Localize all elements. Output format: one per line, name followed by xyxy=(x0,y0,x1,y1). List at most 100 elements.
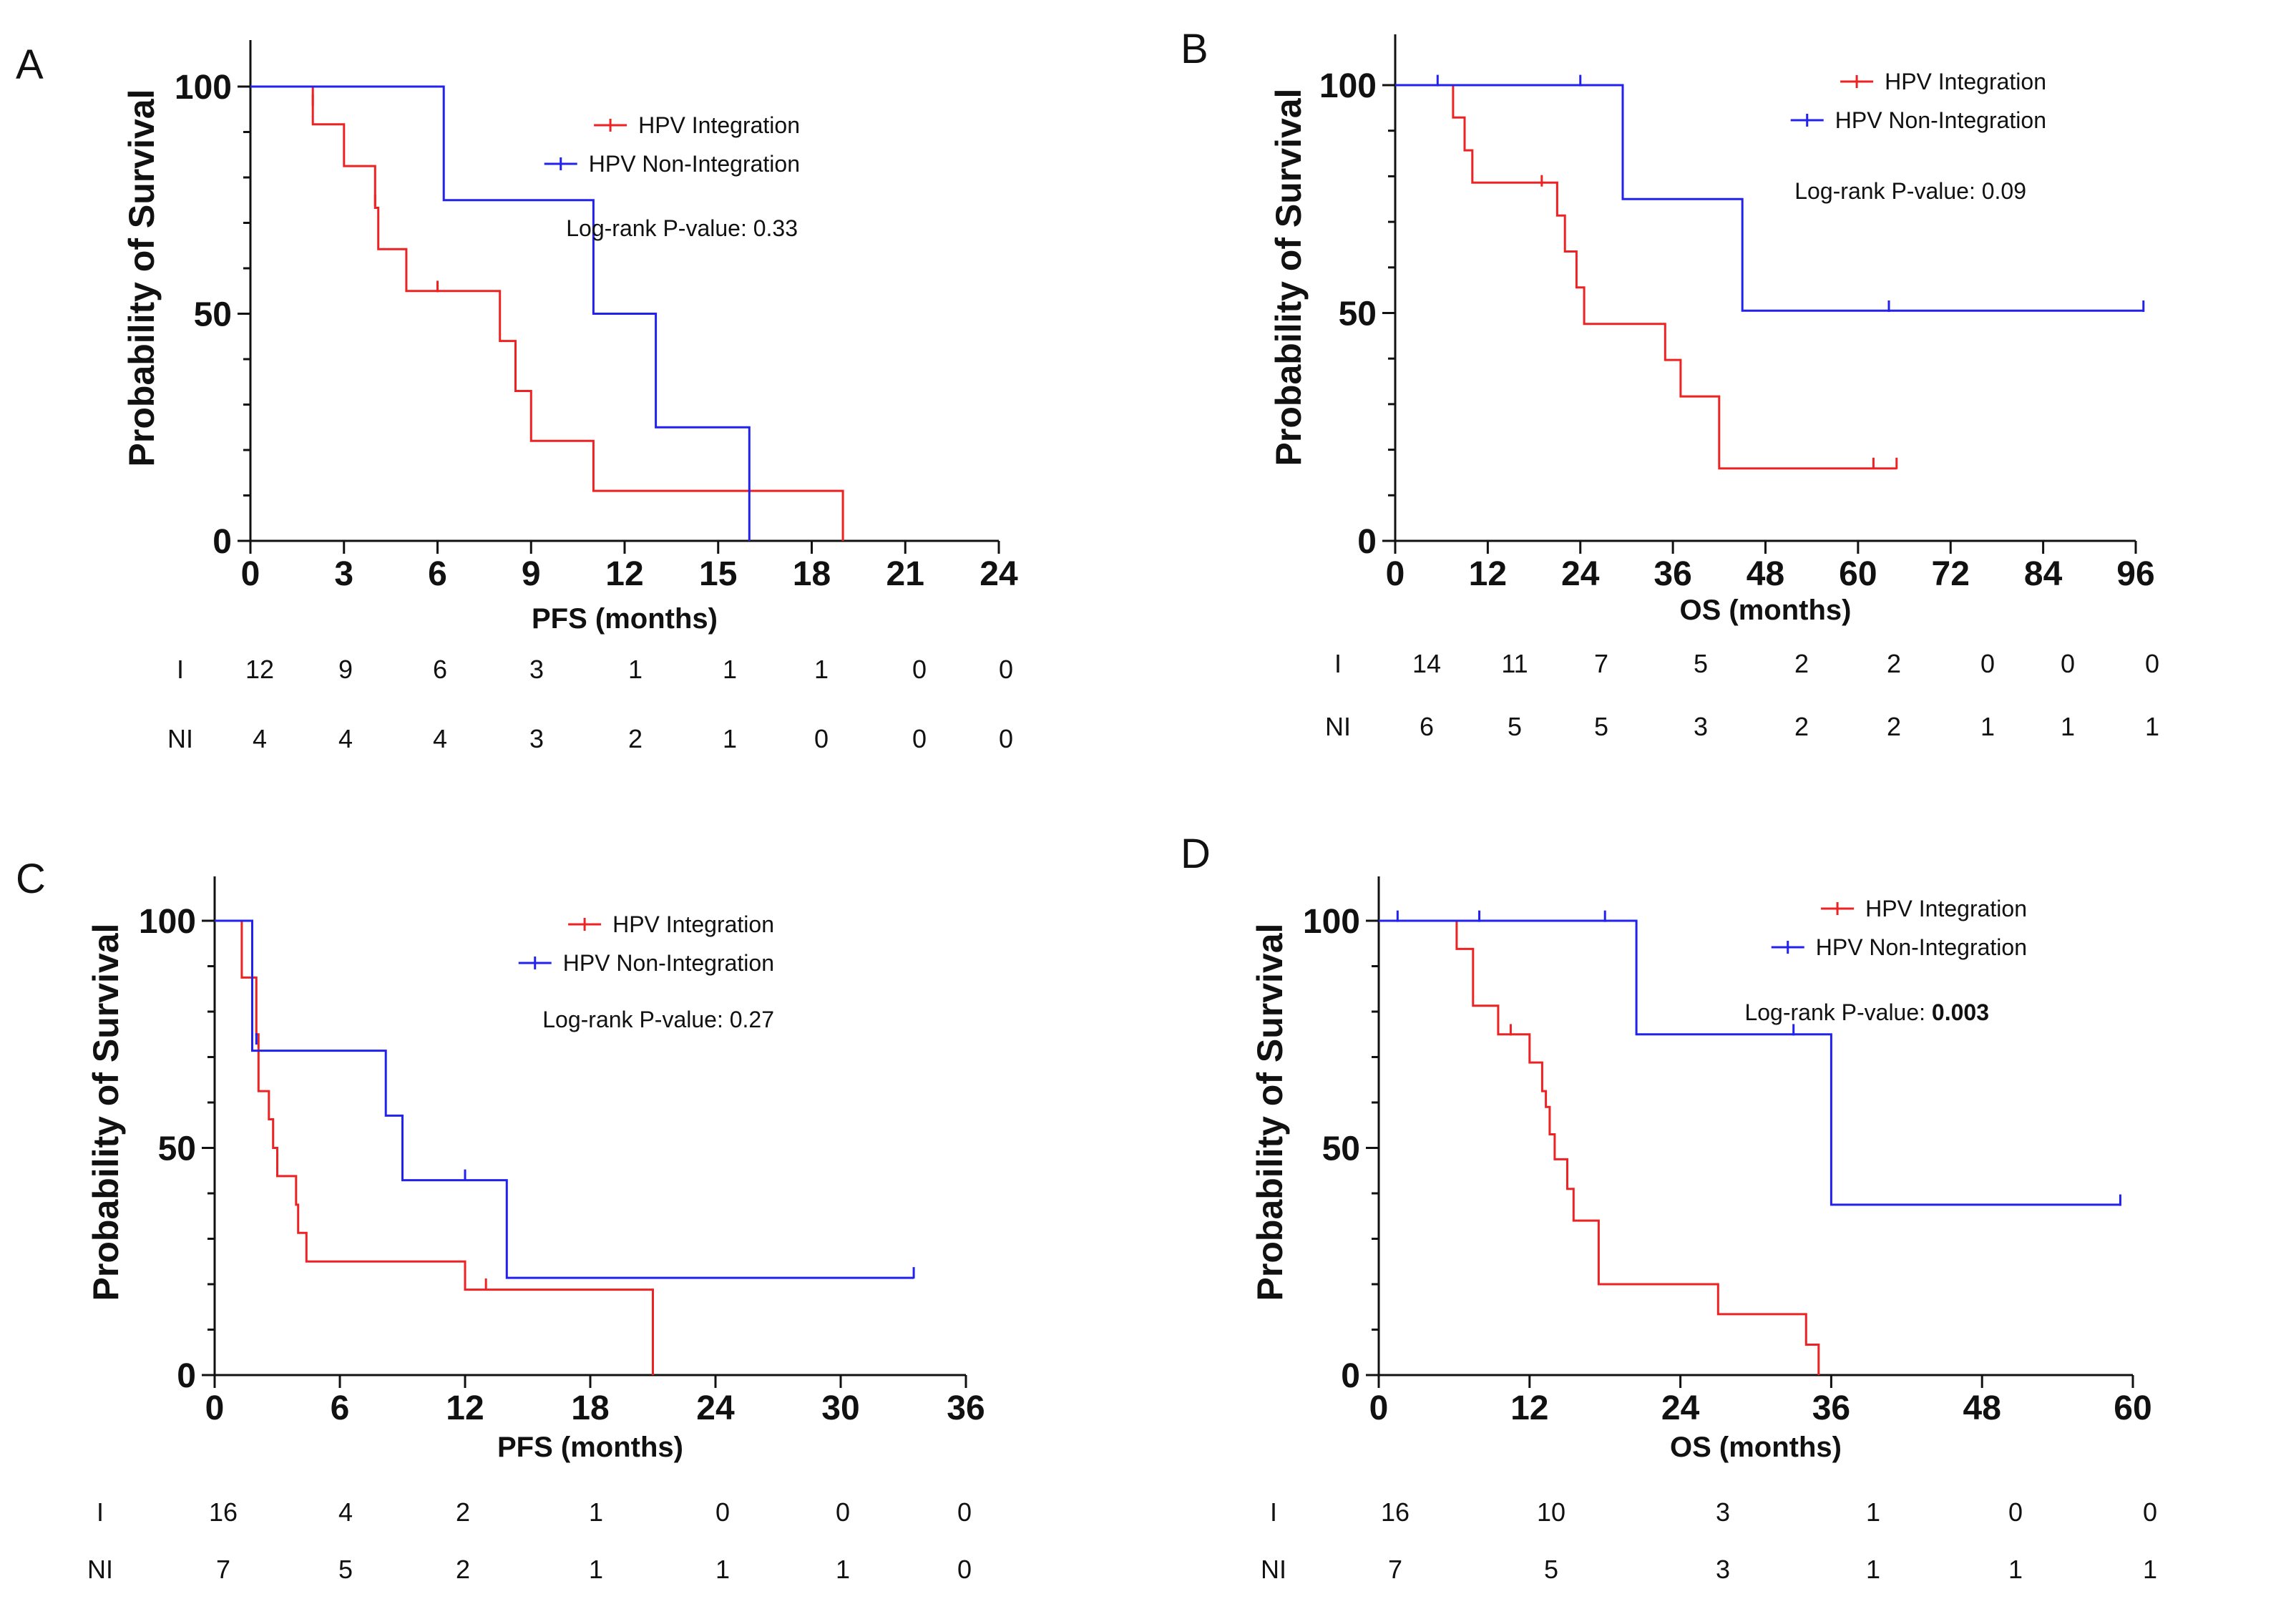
x-tick-label: 18 xyxy=(571,1389,609,1427)
y-tick-label: 50 xyxy=(194,296,232,334)
y-tick-label: 0 xyxy=(1341,1357,1360,1395)
km-curve-non-integration xyxy=(1395,84,2144,312)
risk-row-label: I xyxy=(1334,649,1342,678)
x-axis-title: OS (months) xyxy=(1670,1432,1842,1463)
risk-count: 9 xyxy=(338,655,353,684)
legend-label-non-integration: HPV Non-Integration xyxy=(1816,934,2027,960)
risk-count: 4 xyxy=(338,724,353,753)
y-tick-label: 50 xyxy=(158,1130,196,1168)
risk-count: 10 xyxy=(1537,1497,1565,1527)
legend-label-non-integration: HPV Non-Integration xyxy=(589,151,800,177)
risk-count: 4 xyxy=(253,724,267,753)
y-axis-title: Probability of Survival xyxy=(122,89,162,467)
risk-count: 6 xyxy=(1420,712,1434,741)
y-tick-label: 0 xyxy=(177,1357,196,1395)
risk-count: 12 xyxy=(245,655,274,684)
panel-letter-c: C xyxy=(16,856,46,902)
risk-count: 5 xyxy=(1694,649,1708,678)
pvalue-label: Log-rank P-value: xyxy=(1794,178,1981,204)
x-tick-label: 6 xyxy=(331,1389,350,1427)
risk-count: 3 xyxy=(1716,1497,1730,1527)
risk-count: 2 xyxy=(456,1555,470,1584)
risk-count: 2 xyxy=(1794,712,1809,741)
risk-count: 6 xyxy=(433,655,447,684)
x-tick-label: 6 xyxy=(428,555,447,593)
y-tick-label: 0 xyxy=(212,523,232,561)
risk-table: I 12 9 6 3 1 1 1 0 0 NI 4 4 4 3 2 1 0 0 0 xyxy=(167,655,1013,753)
x-tick-label: 15 xyxy=(699,555,737,593)
km-curve-integration xyxy=(1379,919,1820,1375)
risk-row-label: NI xyxy=(87,1555,113,1584)
risk-count: 14 xyxy=(1412,649,1441,678)
risk-count: 1 xyxy=(589,1555,603,1584)
risk-count: 11 xyxy=(1501,649,1528,678)
pvalue-label: Log-rank P-value: xyxy=(566,215,753,241)
x-tick-label: 12 xyxy=(1510,1389,1548,1427)
x-tick-label: 12 xyxy=(605,555,643,593)
risk-count: 5 xyxy=(338,1555,353,1584)
x-tick-label: 12 xyxy=(446,1389,484,1427)
log-rank-pvalue: Log-rank P-value: 0.003 xyxy=(1744,999,1989,1025)
risk-count: 3 xyxy=(529,655,544,684)
x-tick-label: 24 xyxy=(980,555,1018,593)
x-axis-title: PFS (months) xyxy=(497,1432,683,1463)
x-tick-label: 9 xyxy=(522,555,541,593)
risk-count: 0 xyxy=(957,1497,972,1527)
risk-count: 16 xyxy=(209,1497,238,1527)
risk-count: 7 xyxy=(1388,1555,1402,1584)
y-axis-title: Probability of Survival xyxy=(1250,924,1290,1301)
x-tick-label: 48 xyxy=(1747,555,1784,593)
risk-count: 4 xyxy=(338,1497,353,1527)
risk-count: 1 xyxy=(2008,1555,2023,1584)
risk-row-label: I xyxy=(1270,1497,1277,1527)
pvalue-value: 0.09 xyxy=(1982,178,2026,204)
risk-count: 3 xyxy=(1694,712,1708,741)
x-tick-label: 72 xyxy=(1932,555,1970,593)
x-tick-label: 21 xyxy=(886,555,924,593)
y-tick-label: 100 xyxy=(1303,903,1360,941)
km-curve-non-integration xyxy=(1379,919,2121,1206)
risk-row-label: I xyxy=(97,1497,104,1527)
km-curve-integration xyxy=(250,85,844,541)
panel-letter-d: D xyxy=(1181,831,1211,877)
risk-count: 7 xyxy=(1594,649,1608,678)
risk-count: 1 xyxy=(2061,712,2075,741)
x-axis-title: PFS (months) xyxy=(532,603,718,635)
risk-count: 0 xyxy=(2145,649,2159,678)
risk-count: 0 xyxy=(999,655,1013,684)
x-tick-label: 0 xyxy=(241,555,260,593)
risk-count: 0 xyxy=(957,1555,972,1584)
risk-count: 0 xyxy=(2143,1497,2157,1527)
pvalue-label: Log-rank P-value: xyxy=(1744,999,1931,1025)
risk-row-label: NI xyxy=(167,724,193,753)
km-curve-non-integration xyxy=(215,919,914,1279)
risk-count: 3 xyxy=(1716,1555,1730,1584)
panel-letter-b: B xyxy=(1181,26,1208,72)
x-tick-label: 12 xyxy=(1469,555,1507,593)
x-tick-label: 0 xyxy=(1369,1389,1389,1427)
x-tick-label: 24 xyxy=(1561,555,1600,593)
y-axis-title: Probability of Survival xyxy=(86,924,126,1301)
risk-count: 1 xyxy=(715,1555,730,1584)
log-rank-pvalue: Log-rank P-value: 0.09 xyxy=(1794,178,2026,204)
risk-count: 0 xyxy=(814,724,829,753)
risk-count: 2 xyxy=(1887,712,1901,741)
pvalue-label: Log-rank P-value: xyxy=(542,1007,729,1032)
risk-count: 2 xyxy=(1794,649,1809,678)
legend-label-integration: HPV Integration xyxy=(612,911,774,937)
risk-count: 0 xyxy=(912,724,927,753)
risk-count: 2 xyxy=(456,1497,470,1527)
y-tick-label: 100 xyxy=(139,903,196,941)
risk-count: 1 xyxy=(1866,1497,1880,1527)
risk-count: 1 xyxy=(723,655,737,684)
risk-count: 0 xyxy=(999,724,1013,753)
risk-count: 1 xyxy=(814,655,829,684)
km-curve-non-integration xyxy=(250,85,751,541)
risk-table: I 16 10 3 1 0 0NI 7 5 3 1 1 1 xyxy=(1261,1497,2157,1584)
x-axis-title: OS (months) xyxy=(1680,595,1852,626)
x-tick-label: 0 xyxy=(205,1389,225,1427)
x-tick-label: 60 xyxy=(1839,555,1877,593)
x-tick-label: 84 xyxy=(2024,555,2063,593)
